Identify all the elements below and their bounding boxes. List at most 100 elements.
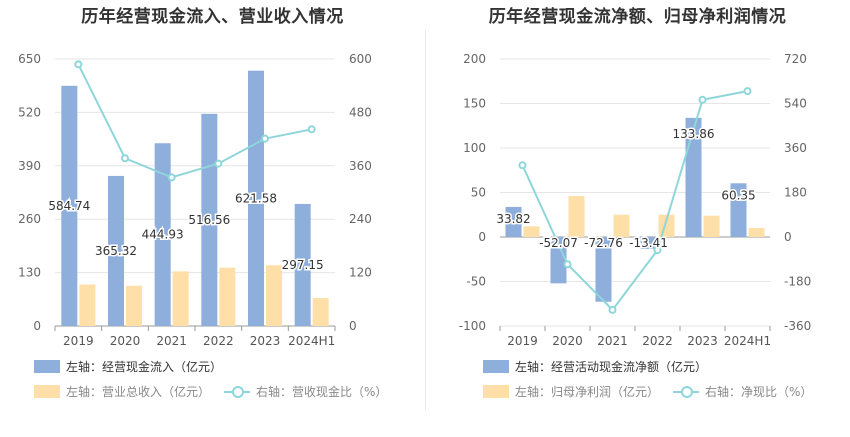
legend-label-revenue-cash-ratio: 右轴：营收现金比（%） (256, 385, 388, 399)
right-left-tick: 50 (471, 186, 486, 200)
right-left-tick: -50 (466, 275, 486, 289)
left-chart-svg: 0 130 260 390 520 650 0 120 240 360 480 600 2019 2020… (18, 52, 372, 348)
right-data-label: -72.76 (584, 236, 623, 250)
left-ratio-point (167, 173, 176, 182)
legend-swatch-revenue (34, 385, 60, 398)
right-ratio-point (698, 95, 707, 104)
legend-swatch-net-cash-ratio (673, 385, 700, 398)
left-right-tick: 120 (349, 266, 372, 280)
left-data-label: 621.58 (235, 191, 277, 205)
right-left-tick: 200 (463, 52, 486, 66)
left-bar-secondary (79, 284, 96, 326)
left-data-label: 516.56 (188, 213, 230, 227)
left-ratio-point (214, 159, 223, 168)
right-bar-primary (685, 117, 702, 237)
right-left-tick: 0 (478, 230, 486, 244)
left-data-label: 584.74 (48, 199, 90, 213)
left-data-label: 365.32 (95, 244, 137, 258)
left-bar-secondary (172, 271, 189, 326)
left-bar-secondary (312, 298, 329, 326)
right-x-label: 2021 (597, 334, 628, 348)
legend-item-net-cash-flow[interactable]: 左轴：经营活动现金流净额（亿元） (483, 358, 707, 375)
legend-swatch-cash-inflow (34, 360, 60, 373)
left-right-tick: 480 (349, 105, 372, 119)
right-right-tick: 180 (784, 186, 807, 200)
right-bar-secondary (613, 214, 630, 237)
left-bar-primary (108, 175, 124, 326)
right-ratio-point (743, 87, 752, 96)
left-right-tick: 600 (349, 52, 372, 66)
left-bar-primary (294, 203, 311, 326)
left-right-tick: 0 (349, 319, 357, 333)
legend-swatch-revenue-cash-ratio (224, 385, 251, 398)
left-left-tick: 390 (18, 159, 41, 173)
right-chart-svg: -100 -50 0 50 100 150 200 -360 -180 0 180 360 540 720… (459, 52, 811, 348)
right-x-label: 2019 (507, 334, 538, 348)
right-bar-primary (730, 183, 747, 237)
left-ratio-point (74, 60, 83, 69)
left-legend-row2: 左轴：营业总收入（亿元） 右轴：营收现金比（%） (34, 383, 401, 400)
right-right-tick: 0 (784, 230, 792, 244)
left-bar-primary (154, 143, 171, 326)
right-legend-row1: 左轴：经营活动现金流净额（亿元） (483, 358, 721, 375)
left-left-tick: 130 (18, 266, 41, 280)
left-right-tick: 360 (349, 159, 372, 173)
right-chart-title: 历年经营现金流净额、归母净利润情况 (488, 7, 787, 27)
right-right-tick: -360 (784, 319, 811, 333)
right-x-label: 2023 (687, 334, 718, 348)
right-ratio-point (653, 246, 662, 255)
right-ratio-point (518, 161, 527, 170)
right-data-label: 60.35 (721, 188, 755, 202)
left-left-tick: 650 (18, 52, 41, 66)
left-bar-secondary (126, 285, 142, 326)
right-ratio-point (563, 260, 572, 269)
legend-item-net-cash-ratio[interactable]: 右轴：净现比（%） (673, 383, 812, 400)
right-data-label: -52.07 (539, 236, 578, 250)
right-right-tick: -180 (784, 275, 811, 289)
left-data-label: 444.93 (142, 228, 184, 242)
right-ratio-point (608, 305, 617, 314)
right-left-tick: -100 (459, 319, 486, 333)
left-left-tick: 520 (18, 105, 41, 119)
left-x-label: 2024H1 (288, 334, 335, 348)
right-right-tick: 360 (784, 141, 807, 155)
legend-item-revenue-cash-ratio[interactable]: 右轴：营收现金比（%） (224, 383, 387, 400)
right-left-tick: 150 (463, 97, 486, 111)
right-bar-primary (595, 237, 612, 302)
left-ratio-point (121, 154, 129, 163)
legend-item-net-profit[interactable]: 左轴：归母净利润（亿元） (483, 383, 659, 400)
legend-label-net-profit: 左轴：归母净利润（亿元） (515, 385, 660, 399)
left-bar-secondary (219, 267, 236, 326)
right-legend-row2: 左轴：归母净利润（亿元） 右轴：净现比（%） (483, 383, 826, 400)
right-right-tick: 720 (784, 52, 807, 66)
left-left-tick: 0 (33, 319, 41, 333)
right-bar-primary (550, 237, 567, 284)
left-left-tick: 260 (18, 212, 41, 226)
right-data-label: 133.86 (673, 127, 715, 141)
left-x-label: 2022 (203, 334, 234, 348)
legend-swatch-net-profit (483, 385, 509, 398)
left-chart-title: 历年经营现金流入、营业收入情况 (81, 7, 344, 27)
right-x-label: 2022 (642, 334, 673, 348)
right-bar-secondary (748, 228, 765, 237)
left-bar-secondary (266, 265, 282, 326)
legend-item-cash-inflow[interactable]: 左轴：经营现金流入（亿元） (34, 358, 222, 375)
legend-label-cash-inflow: 左轴：经营现金流入（亿元） (66, 360, 223, 374)
left-x-label: 2023 (250, 334, 281, 348)
right-bar-secondary (568, 196, 585, 237)
right-chart-panel: 历年经营现金流净额、归母净利润情况 -100 -50 0 50 100 150 200 -36… (425, 0, 850, 437)
left-right-tick: 240 (349, 212, 372, 226)
right-right-tick: 540 (784, 97, 807, 111)
legend-item-revenue[interactable]: 左轴：营业总收入（亿元） (34, 383, 210, 400)
right-x-label: 2020 (552, 334, 583, 348)
left-legend-row1: 左轴：经营现金流入（亿元） (34, 358, 236, 375)
left-data-label: 297.15 (282, 258, 324, 272)
right-ratio-line (521, 90, 748, 312)
left-chart-panel: 历年经营现金流入、营业收入情况 0 130 260 390 520 650 0 120 240 3… (18, 7, 401, 400)
panel-divider (425, 30, 426, 410)
right-bar-primary (505, 206, 522, 237)
right-data-label: -13.41 (629, 236, 668, 250)
left-bar-primary (248, 70, 264, 326)
right-bar-secondary (523, 226, 540, 237)
left-ratio-point (307, 125, 316, 134)
